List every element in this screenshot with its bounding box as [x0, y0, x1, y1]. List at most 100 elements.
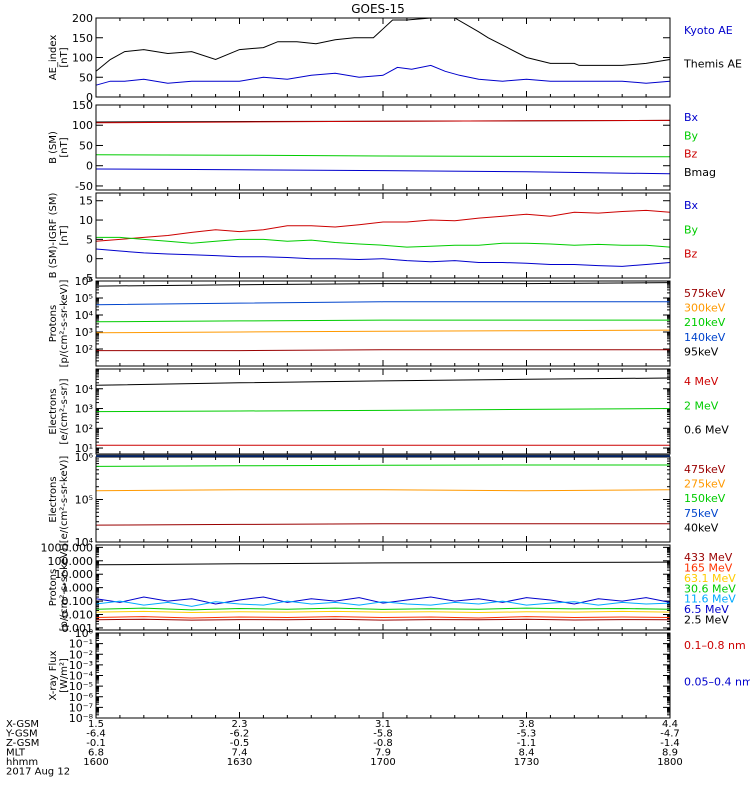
panel-frame	[95, 192, 671, 279]
legend-entry: 4 MeV	[684, 375, 719, 388]
x-row-value: -5.8	[373, 729, 393, 740]
y-tick-label: 5	[86, 233, 93, 246]
panel-electrons_mev: 10¹ 10² 10³ 10⁴ Electrons [e/(cm²-s-sr)] 4 MeV…	[48, 368, 729, 455]
x-row-value: 7.4	[232, 748, 248, 759]
y-tick-label: 10³	[75, 326, 93, 339]
legend-entry: 63.1 MeV	[684, 572, 736, 585]
series-line	[95, 168, 671, 175]
legend-entry: Bx	[684, 199, 699, 212]
series-line	[95, 561, 671, 566]
y-tick-label: 0	[86, 160, 93, 173]
panel-frame	[95, 632, 671, 719]
x-row-label: Z-GSM	[6, 738, 39, 749]
series-line	[95, 119, 671, 124]
y-tick-label: 10⁵	[75, 292, 93, 305]
y-tick-label: -50	[75, 180, 93, 193]
x-row-value: -6.2	[230, 729, 250, 740]
x-row-label: MLT	[6, 748, 26, 759]
legend-entry: By	[684, 223, 699, 236]
y-axis-label: B (SM)-IGRF (SM)	[48, 193, 59, 279]
x-row-value: -4.7	[660, 729, 680, 740]
legend-entry: Themis AE	[683, 58, 742, 71]
legend-entry: By	[684, 129, 699, 142]
y-tick-label: 1000.000	[41, 541, 94, 554]
y-tick-label: 15	[79, 195, 93, 208]
x-axis-group: X-GSM 1.5 2.3 3.1 3.8 4.4 Y-GSM -6.4 -6.2 -5.8 -5.…	[5, 719, 683, 778]
series-line	[95, 17, 671, 72]
x-row-value: 7.9	[375, 748, 391, 759]
y-axis-label: [e/(cm²-s-sr-keV)]	[59, 456, 70, 544]
y-tick-label: 10.000	[55, 568, 94, 581]
x-row-value: 3.8	[519, 719, 535, 730]
panel-protons_mev: 0.0010.0100.1001.00010.000100.0001000.00…	[41, 541, 737, 635]
y-tick-label: 50	[79, 139, 93, 152]
y-axis-label: [p/(cm²-s-sr-keV)]	[59, 544, 70, 632]
x-row-value: -1.4	[660, 738, 680, 749]
legend-entry: 0.05–0.4 nm	[684, 676, 750, 689]
y-axis-label: [nT]	[59, 225, 70, 245]
panel-bsm: -50 0 50 100 150 B (SM) [nT] Bx By Bz Bmag	[48, 99, 716, 193]
y-tick-label: 200	[72, 12, 93, 25]
y-axis-label: Protons	[48, 305, 59, 342]
y-tick-label: 10⁻³	[69, 659, 93, 672]
legend-entry: 300keV	[684, 302, 726, 315]
x-row-value: 3.1	[375, 719, 391, 730]
x-row-label: Y-GSM	[5, 729, 38, 740]
series-line	[95, 377, 671, 386]
series-line	[95, 618, 671, 621]
x-row-label: hhmm	[6, 757, 38, 768]
x-row-value: 8.4	[519, 748, 535, 759]
y-tick-label: 10⁻⁷	[69, 701, 93, 714]
x-row-value: -0.8	[373, 738, 393, 749]
legend-entry: 6.5 MeV	[684, 603, 729, 616]
y-axis-label: [e/(cm²-s-sr)]	[59, 378, 70, 444]
y-tick-label: -5	[82, 272, 93, 285]
y-tick-label: 10⁴	[75, 536, 94, 549]
legend-entry: 150keV	[684, 492, 726, 505]
panel-electrons_kev: 10⁴ 10⁵ 10⁶ Electrons [e/(cm²-s-sr-keV)] 475k…	[48, 451, 726, 549]
legend-entry: 75keV	[684, 507, 719, 520]
x-row-value: 1730	[514, 757, 539, 768]
y-tick-label: 0	[86, 253, 93, 266]
x-row-value: 1630	[227, 757, 252, 768]
y-tick-label: 10²	[75, 343, 93, 356]
series-line	[95, 319, 670, 323]
x-row-value: 1.5	[88, 719, 104, 730]
legend-entry: 40keV	[684, 521, 719, 534]
y-axis-label: Protons	[48, 569, 59, 606]
series-line	[95, 489, 671, 492]
legend-entry: 575keV	[684, 287, 726, 300]
panel-bigrf: -5 0 5 10 15 B (SM)-IGRF (SM) [nT] Bx By Bz	[48, 192, 699, 285]
series-line	[95, 154, 671, 158]
legend-entry: Bmag	[684, 166, 716, 179]
y-tick-label: 10⁰	[75, 627, 94, 640]
series-line	[95, 607, 671, 611]
legend-entry: 140keV	[684, 331, 726, 344]
series-line	[95, 329, 671, 334]
legend-entry: 210keV	[684, 316, 726, 329]
legend-entry: Bz	[684, 148, 698, 161]
y-axis-label: B (SM)	[48, 131, 59, 164]
series-line	[95, 596, 671, 605]
series-line	[95, 301, 670, 306]
panel-protons_kev: 10² 10³ 10⁴ 10⁵ 10⁶ Protons [p/(cm²-s-sr-keV)]…	[48, 275, 726, 367]
y-tick-label: 10⁵	[75, 494, 93, 507]
x-row-value: 1700	[370, 757, 395, 768]
x-row-value: 1800	[657, 757, 682, 768]
y-tick-label: 10⁶	[75, 451, 94, 464]
legend-entry: 2.5 MeV	[684, 614, 729, 627]
legend-entry: 275keV	[684, 478, 726, 491]
y-tick-label: 10	[79, 214, 93, 227]
panel-ae: 0 50 100 150 200 AE_index [nT] Kyoto AE Themis A…	[48, 12, 742, 104]
series-line	[96, 236, 671, 248]
panel-frame	[95, 368, 671, 455]
legend-entry: 30.6 MeV	[684, 582, 736, 595]
y-tick-label: 0	[86, 91, 93, 104]
y-tick-label: 10⁻⁸	[69, 712, 94, 725]
y-axis-label: AE_index	[48, 35, 59, 81]
y-tick-label: 0.010	[62, 608, 94, 621]
y-axis-label: X-ray Flux	[48, 650, 59, 700]
y-tick-label: 10⁶	[75, 275, 94, 288]
legend-entry: Bz	[684, 248, 698, 261]
